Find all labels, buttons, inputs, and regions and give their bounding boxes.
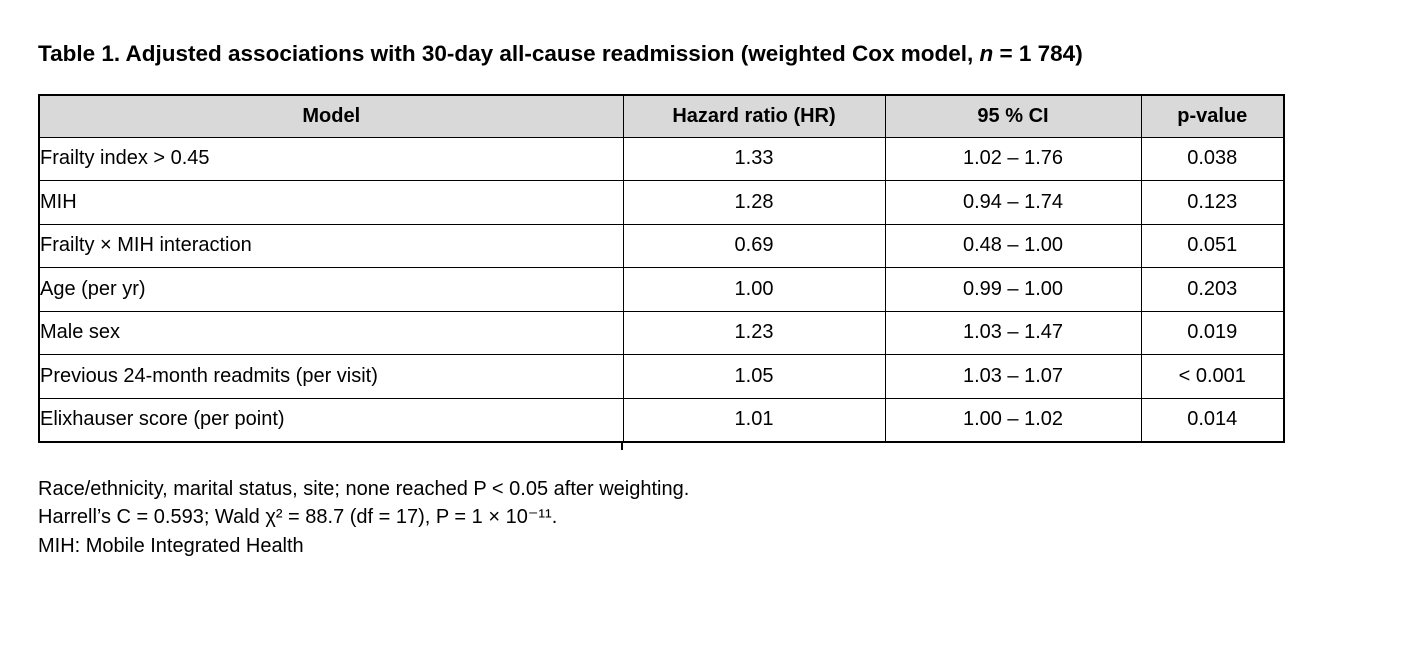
cell-hazard-ratio: 1.05 [622, 354, 886, 399]
cell-p-value: 0.014 [1140, 397, 1285, 442]
cell-hazard-ratio: 1.23 [622, 310, 886, 355]
cell-model: Frailty index > 0.45 [38, 136, 624, 181]
cell-ci: 0.48 – 1.00 [884, 223, 1142, 268]
table-row: Frailty × MIH interaction 0.69 0.48 – 1.… [38, 223, 1285, 268]
cell-model: Previous 24-month readmits (per visit) [38, 354, 624, 399]
column-header-model: Model [38, 94, 624, 138]
cell-ci: 1.03 – 1.47 [884, 310, 1142, 355]
cell-ci: 1.03 – 1.07 [884, 354, 1142, 399]
column-header-p-value: p-value [1140, 94, 1285, 138]
footnote-model-fit: Harrell’s C = 0.593; Wald χ² = 88.7 (df … [38, 506, 558, 528]
cell-model: MIH [38, 180, 624, 225]
cell-p-value: 0.051 [1140, 223, 1285, 268]
cell-hazard-ratio: 1.01 [622, 397, 886, 442]
results-table: Model Hazard ratio (HR) 95 % CI p-value … [38, 94, 1285, 443]
table-title: Table 1. Adjusted associations with 30-d… [38, 40, 1380, 68]
cell-ci: 1.00 – 1.02 [884, 397, 1142, 442]
cell-p-value: 0.203 [1140, 267, 1285, 312]
table-title-prefix: Table 1. Adjusted associations with 30-d… [38, 41, 980, 66]
table-border-stub [621, 442, 623, 450]
table-row: Previous 24-month readmits (per visit) 1… [38, 354, 1285, 399]
table-footnotes: Race/ethnicity, marital status, site; no… [38, 475, 1380, 561]
cell-p-value: 0.123 [1140, 180, 1285, 225]
cell-model: Age (per yr) [38, 267, 624, 312]
table-header-row: Model Hazard ratio (HR) 95 % CI p-value [38, 94, 1285, 138]
cell-model: Male sex [38, 310, 624, 355]
table-title-n-symbol: n [979, 41, 994, 66]
cell-p-value: < 0.001 [1140, 354, 1285, 399]
table-row: Elixhauser score (per point) 1.01 1.00 –… [38, 397, 1285, 442]
table-row: Male sex 1.23 1.03 – 1.47 0.019 [38, 310, 1285, 355]
cell-hazard-ratio: 0.69 [622, 223, 886, 268]
document-page: Table 1. Adjusted associations with 30-d… [38, 40, 1380, 561]
results-table-container: Model Hazard ratio (HR) 95 % CI p-value … [38, 94, 1285, 450]
column-header-hazard-ratio: Hazard ratio (HR) [622, 94, 886, 138]
cell-hazard-ratio: 1.33 [622, 136, 886, 181]
cell-ci: 1.02 – 1.76 [884, 136, 1142, 181]
cell-ci: 0.99 – 1.00 [884, 267, 1142, 312]
cell-hazard-ratio: 1.00 [622, 267, 886, 312]
table-row: MIH 1.28 0.94 – 1.74 0.123 [38, 180, 1285, 225]
cell-model: Elixhauser score (per point) [38, 397, 624, 442]
column-header-ci: 95 % CI [884, 94, 1142, 138]
cell-p-value: 0.019 [1140, 310, 1285, 355]
footnote-abbreviation: MIH: Mobile Integrated Health [38, 534, 304, 557]
cell-ci: 0.94 – 1.74 [884, 180, 1142, 225]
cell-model: Frailty × MIH interaction [38, 223, 624, 268]
table-row: Age (per yr) 1.00 0.99 – 1.00 0.203 [38, 267, 1285, 312]
cell-p-value: 0.038 [1140, 136, 1285, 181]
table-title-suffix: = 1 784) [993, 41, 1083, 66]
footnote-covariates: Race/ethnicity, marital status, site; no… [38, 477, 690, 500]
table-row: Frailty index > 0.45 1.33 1.02 – 1.76 0.… [38, 136, 1285, 181]
cell-hazard-ratio: 1.28 [622, 180, 886, 225]
